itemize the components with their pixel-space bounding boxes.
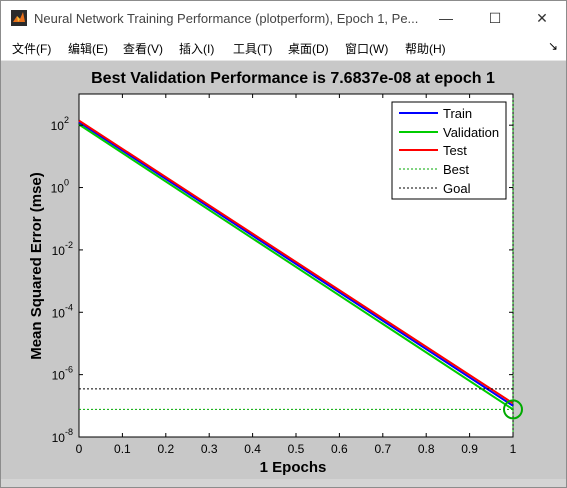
y-axis-label: Mean Squared Error (mse) <box>28 172 45 360</box>
y-tick-exponent: -6 <box>65 365 73 375</box>
chart-title: Best Validation Performance is 7.6837e-0… <box>91 70 495 87</box>
y-tick-label: 10-6 <box>52 365 73 383</box>
x-tick-label: 0.3 <box>201 442 218 456</box>
y-tick-label: 10-8 <box>52 427 73 445</box>
x-tick-label: 0.4 <box>244 442 261 456</box>
maximize-button[interactable]: ☐ <box>488 10 502 26</box>
y-tick-base: 10 <box>52 306 66 320</box>
menu-bar: 文件(F) 编辑(E) 查看(V) 插入(I) 工具(T) 桌面(D) 窗口(W… <box>1 35 566 61</box>
y-tick-exponent: -8 <box>65 427 73 437</box>
menu-window[interactable]: 窗口(W) <box>345 42 389 56</box>
series-test-line <box>78 119 514 405</box>
menu-insert[interactable]: 插入(I) <box>179 42 215 56</box>
x-tick-label: 0.5 <box>288 442 305 456</box>
x-tick-label: 0.7 <box>374 442 391 456</box>
best-point-marker <box>503 399 523 420</box>
series-validation-line <box>78 123 514 411</box>
dock-arrow-icon[interactable]: ↘ <box>547 39 558 53</box>
x-tick-label: 0.6 <box>331 442 348 456</box>
series-train-line <box>78 121 514 407</box>
y-tick-base: 10 <box>51 182 65 196</box>
status-strip <box>1 479 566 487</box>
legend[interactable]: Train Validation Test Best Goal <box>391 101 507 200</box>
legend-label-validation: Validation <box>443 125 499 140</box>
figure-canvas: Best Validation Performance is 7.6837e-0… <box>1 61 566 487</box>
y-tick-exponent: -4 <box>65 302 73 312</box>
y-tick-base: 10 <box>52 244 66 258</box>
legend-label-goal: Goal <box>443 181 471 196</box>
x-tick-label: 1 <box>510 442 517 456</box>
menu-help[interactable]: 帮助(H) <box>405 42 446 56</box>
performance-plot: Best Validation Performance is 7.6837e-0… <box>28 70 523 476</box>
legend-label-best: Best <box>443 162 469 177</box>
menu-tools[interactable]: 工具(T) <box>233 42 273 56</box>
x-tick-label: 0.2 <box>157 442 174 456</box>
x-tick-label: 0 <box>76 442 83 456</box>
y-tick-label: 10-2 <box>52 240 73 258</box>
legend-label-test: Test <box>443 143 467 158</box>
menu-desktop[interactable]: 桌面(D) <box>288 42 329 56</box>
x-axis-label: 1 Epochs <box>260 459 327 476</box>
menu-file[interactable]: 文件(F) <box>12 42 52 56</box>
close-button[interactable]: ✕ <box>536 10 548 26</box>
menu-edit[interactable]: 编辑(E) <box>68 42 108 56</box>
y-tick-label: 100 <box>51 178 69 196</box>
title-bar[interactable]: Neural Network Training Performance (plo… <box>1 1 566 35</box>
matlab-icon <box>11 10 27 26</box>
minimize-button[interactable]: — <box>439 10 453 26</box>
x-tick-label: 0.9 <box>461 442 478 456</box>
y-tick-exponent: 2 <box>64 115 69 125</box>
y-tick-label: 102 <box>51 115 69 133</box>
y-tick-base: 10 <box>52 431 66 445</box>
y-tick-label: 10-4 <box>52 302 73 320</box>
x-tick-label: 0.8 <box>418 442 435 456</box>
y-tick-exponent: -2 <box>65 240 73 250</box>
menu-view[interactable]: 查看(V) <box>123 42 163 56</box>
y-tick-exponent: 0 <box>64 178 69 188</box>
y-tick-base: 10 <box>52 369 66 383</box>
window-title: Neural Network Training Performance (plo… <box>34 11 419 26</box>
y-tick-base: 10 <box>51 119 65 133</box>
x-tick-label: 0.1 <box>114 442 131 456</box>
legend-label-train: Train <box>443 106 472 121</box>
